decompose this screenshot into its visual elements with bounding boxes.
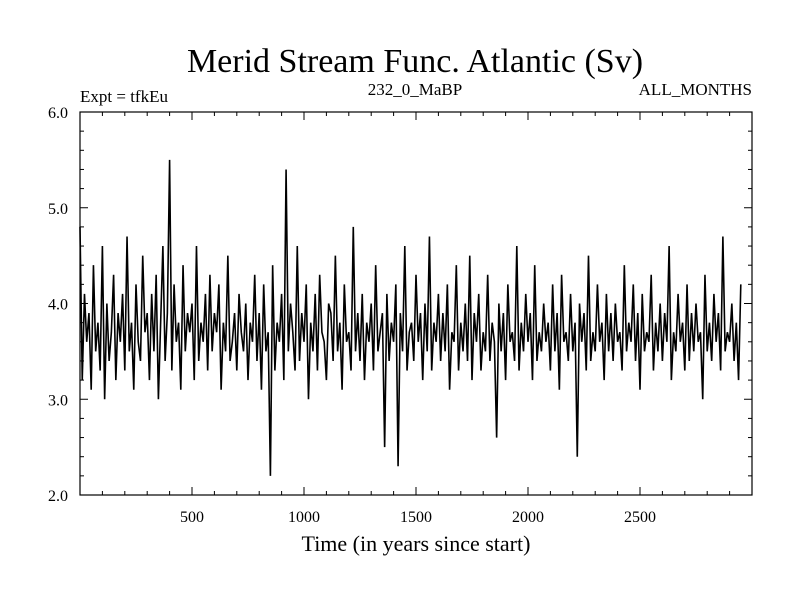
y-tick-label: 6.0: [48, 105, 68, 122]
x-tick-label: 1500: [400, 509, 432, 526]
x-tick-label: 1000: [288, 509, 320, 526]
y-tick-label: 4.0: [48, 297, 68, 314]
x-axis-label: Time (in years since start): [302, 531, 531, 556]
chart-subtitle-right: ALL_MONTHS: [639, 80, 752, 99]
x-tick-label: 500: [180, 509, 204, 526]
chart-subtitle-left: Expt = tfkEu: [80, 87, 168, 106]
series-group: [79, 159, 742, 476]
chart-title: Merid Stream Func. Atlantic (Sv): [187, 43, 643, 80]
ticks-group: 500 1000 1500 2000 2500 2.0 3.0 4.0 5.0 6.0: [48, 105, 752, 526]
y-tick-label: 3.0: [48, 392, 68, 409]
y-tick-label: 5.0: [48, 201, 68, 218]
x-tick-label: 2000: [512, 509, 544, 526]
chart-subtitle-center: 232_0_MaBP: [368, 80, 462, 99]
series-line-0: [79, 159, 742, 476]
x-tick-label: 2500: [624, 509, 656, 526]
y-tick-label: 2.0: [48, 488, 68, 505]
plot-frame: [79, 111, 753, 496]
